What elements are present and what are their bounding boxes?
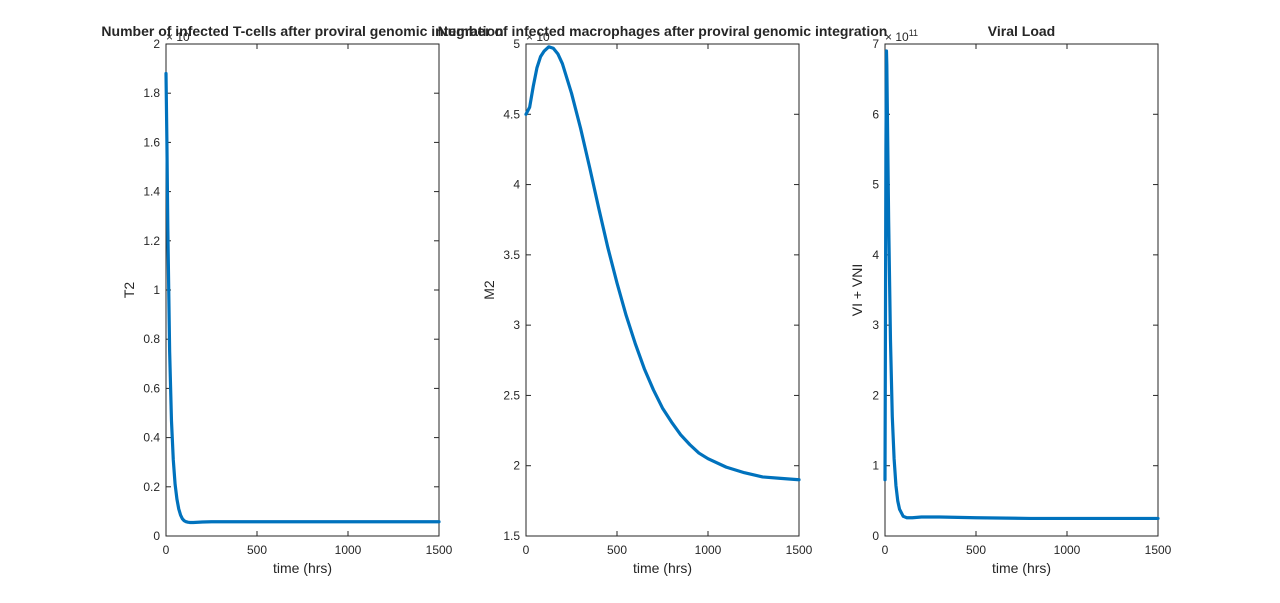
y-tick-label: 0.6 [143, 381, 160, 395]
axes-box [525, 43, 800, 537]
y-tick-label: 4 [872, 248, 879, 262]
y-exponent-base: × 10 [885, 30, 909, 44]
plot-lines [883, 49, 1160, 521]
y-tick-label: 7 [872, 37, 879, 51]
ticks: 0 500 1000 1500 0 0.2 0.4 0.6 0.8 1 1.2 1.4 1.6 1.8 2 [143, 37, 452, 557]
y-tick-label: 0.8 [143, 332, 160, 346]
y-tick-label: 4 [513, 178, 520, 192]
plot-lines [164, 71, 441, 525]
x-axis-label: time (hrs) [633, 560, 692, 576]
y-tick-label: 0 [872, 529, 879, 543]
y-tick-label: 2.5 [503, 388, 520, 402]
y-tick-label: 1.2 [143, 234, 160, 248]
y-tick-label: 0 [153, 529, 160, 543]
plot-lines [524, 45, 801, 482]
subplot-viral-load: Viral Load time (hrs) VI + VNI × 1011 0 5… [849, 23, 1172, 576]
y-tick-label: 3.5 [503, 248, 520, 262]
x-axis-label: time (hrs) [273, 560, 332, 576]
ticks: 0 500 1000 1500 0 1 2 3 4 5 6 7 [872, 37, 1171, 557]
series-line [164, 71, 441, 525]
y-tick-label: 3 [872, 318, 879, 332]
y-exponent-label: × 10 [166, 30, 190, 44]
y-tick-label: 6 [872, 107, 879, 121]
y-tick-label: 0.4 [143, 431, 160, 445]
y-exponent-label: × 1011 [885, 28, 918, 44]
x-tick-label: 0 [882, 543, 889, 557]
y-tick-label: 1.8 [143, 86, 160, 100]
ticks: 0 500 1000 1500 1.5 2 2.5 3 3.5 4 4.5 5 [503, 37, 812, 557]
x-axis-label: time (hrs) [992, 560, 1051, 576]
x-tick-label: 1000 [335, 543, 362, 557]
y-tick-label: 0.2 [143, 480, 160, 494]
y-tick-label: 4.5 [503, 107, 520, 121]
y-tick-label: 1.6 [143, 135, 160, 149]
x-tick-label: 1500 [1145, 543, 1172, 557]
x-tick-label: 0 [523, 543, 530, 557]
x-tick-label: 1000 [695, 543, 722, 557]
y-tick-label: 5 [513, 37, 520, 51]
x-tick-label: 500 [607, 543, 627, 557]
x-tick-label: 1000 [1054, 543, 1081, 557]
chart-title: Number of infected macrophages after pro… [438, 23, 888, 39]
chart-title: Viral Load [988, 23, 1055, 39]
y-tick-label: 1.4 [143, 185, 160, 199]
x-tick-label: 1500 [426, 543, 453, 557]
x-tick-label: 0 [163, 543, 170, 557]
y-tick-label: 2 [153, 37, 160, 51]
x-tick-label: 1500 [786, 543, 813, 557]
y-tick-label: 1 [872, 459, 879, 473]
x-tick-label: 500 [966, 543, 986, 557]
y-tick-label: 2 [513, 459, 520, 473]
y-tick-label: 1.5 [503, 529, 520, 543]
series-line [524, 45, 801, 482]
subplot-m2: Number of infected macrophages after pro… [438, 23, 888, 576]
y-axis-label: VI + VNI [849, 264, 865, 317]
y-tick-label: 3 [513, 318, 520, 332]
subplot-t2: Number of infected T-cells after provira… [101, 23, 503, 576]
series-line [883, 49, 1160, 521]
y-tick-label: 5 [872, 178, 879, 192]
y-exponent-label: × 10 [526, 30, 550, 44]
y-exponent-power: 11 [909, 28, 918, 38]
chart-title: Number of infected T-cells after provira… [101, 23, 503, 39]
x-tick-label: 500 [247, 543, 267, 557]
y-axis-label: M2 [481, 280, 497, 300]
y-axis-label: T2 [121, 282, 137, 299]
y-tick-label: 2 [872, 388, 879, 402]
y-tick-label: 1 [153, 283, 160, 297]
